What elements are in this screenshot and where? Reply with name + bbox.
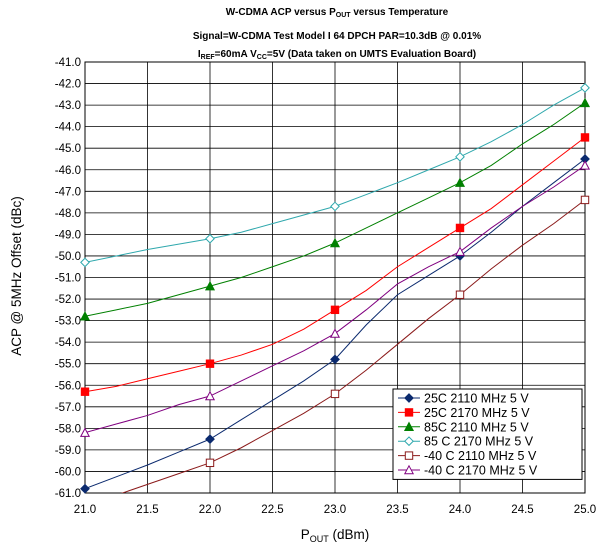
data-point-marker [330,201,340,212]
y-tick-label: -41.0 [55,57,81,69]
legend-entry: 85C 2110 MHz 5 V [424,420,529,434]
chart-title-line1: W-CDMA ACP versus POUT versus Temperatur… [226,7,449,19]
data-point-marker [330,354,340,365]
data-point-marker [580,133,590,142]
y-tick-label: -48.0 [55,208,81,220]
legend-entry: -40 C 2110 MHz 5 V [424,449,537,463]
y-tick-label: -61.0 [55,488,81,500]
y-tick-label: -56.0 [55,380,81,392]
x-tick-label: 24.5 [511,504,533,516]
data-point-marker [205,233,215,244]
legend-swatch-marker [404,408,414,417]
y-tick-label: -58.0 [55,423,81,435]
data-point-marker [580,195,590,205]
data-point-marker [580,82,590,93]
data-point-marker [455,290,465,299]
y-tick-label: -46.0 [55,165,81,177]
plot-border [84,61,586,494]
data-point-marker [330,305,340,315]
data-point-marker [454,246,466,256]
data-point-marker [329,237,341,248]
data-point-marker [79,427,91,437]
y-tick-label: -49.0 [55,229,81,241]
data-point-marker [455,223,465,233]
y-tick-label: -55.0 [55,359,81,371]
x-tick-label: 25.0 [574,504,596,516]
data-point-marker [79,311,91,321]
legend-entry: -40 C 2170 MHz 5 V [424,464,538,478]
legend-swatch-marker [403,464,415,475]
data-point-marker [80,387,90,396]
x-axis-ticks: 21.0 21.5 22.0 22.5 23.0 23.5 24.0 24.5 25.0 [74,504,596,516]
data-point-marker [80,483,90,494]
y-axis-label: ACP @ 5MHz Offset (dBc) [9,196,24,356]
x-tick-label: 23.5 [386,504,408,516]
x-tick-label: 23.0 [324,504,346,516]
y-tick-label: -45.0 [55,143,81,155]
series-markers [79,82,591,494]
y-tick-label: -57.0 [55,402,81,414]
data-point-marker [330,389,340,399]
data-point-marker [204,280,216,291]
y-tick-label: -51.0 [55,273,81,285]
x-axis-label: POUT (dBm) [301,527,370,544]
chart-title-line2: Signal=W-CDMA Test Model I 64 DPCH PAR=1… [193,31,481,42]
x-tick-label: 21.0 [74,504,96,516]
legend-entry: 25C 2110 MHz 5 V [424,392,529,406]
legend-swatch-marker [404,436,414,447]
data-point-marker [204,390,216,401]
data-point-marker [80,257,90,268]
data-point-marker [579,97,591,108]
data-point-marker [579,160,591,170]
x-tick-label: 22.5 [261,504,283,516]
y-tick-label: -47.0 [55,186,81,198]
y-tick-label: -54.0 [55,337,81,349]
legend-swatch-marker [404,451,414,460]
data-point-marker [454,177,466,187]
y-tick-label: -44.0 [55,122,81,134]
data-point-marker [205,458,215,468]
y-tick-label: -53.0 [55,316,81,328]
chart-title-line3: IREF=60mA VCC=5V (Data taken on UMTS Eva… [198,49,476,61]
y-tick-label: -43.0 [55,100,81,112]
legend-entry: 85 C 2170 MHz 5 V [424,435,534,449]
y-tick-label: -50.0 [55,251,81,263]
legend-entry: 25C 2170 MHz 5 V [424,406,530,420]
legend-box [392,388,583,480]
x-tick-label: 22.0 [199,504,221,516]
data-point-marker [329,328,341,338]
y-tick-label: -42.0 [55,79,81,91]
data-point-marker [205,359,215,368]
legend-swatch-marker [403,421,415,431]
legend-swatch-marker [404,393,414,403]
x-tick-label: 21.5 [136,504,158,516]
y-axis-ticks: -41.0 -42.0 -43.0 -44.0 -45.0 -46.0 -47.0 -48.0… [55,57,81,500]
x-tick-label: 24.0 [449,504,471,516]
data-point-marker [205,434,215,445]
y-tick-label: -52.0 [55,294,81,306]
y-tick-label: -60.0 [55,466,81,478]
y-tick-label: -59.0 [55,445,81,457]
data-point-marker [455,151,465,162]
